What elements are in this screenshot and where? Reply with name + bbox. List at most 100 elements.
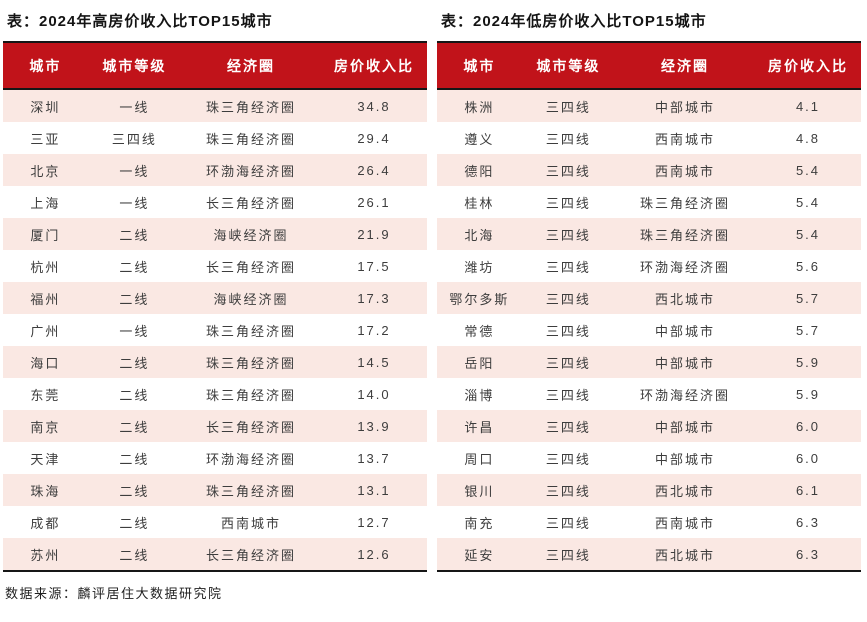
cell-tier: 二线 xyxy=(87,378,182,410)
table-row: 北海 三四线 珠三角经济圈 5.4 xyxy=(437,218,861,250)
cell-economic-circle: 中部城市 xyxy=(615,314,755,346)
table-row: 株洲 三四线 中部城市 4.1 xyxy=(437,89,861,122)
cell-economic-circle: 西南城市 xyxy=(615,154,755,186)
cell-tier: 三四线 xyxy=(521,122,616,154)
cell-economic-circle: 珠三角经济圈 xyxy=(181,122,321,154)
table-row: 苏州 二线 长三角经济圈 12.6 xyxy=(3,538,427,571)
cell-economic-circle: 长三角经济圈 xyxy=(181,186,321,218)
cell-price-income-ratio: 4.1 xyxy=(754,89,861,122)
table-row: 银川 三四线 西北城市 6.1 xyxy=(437,474,861,506)
low-ratio-table: 城市 城市等级 经济圈 房价收入比 株洲 三四线 中部城市 4.1 遵义 三四线 西南城市 4… xyxy=(437,41,861,572)
cell-city: 广州 xyxy=(3,314,88,346)
cell-economic-circle: 中部城市 xyxy=(615,89,755,122)
cell-city: 杭州 xyxy=(3,250,88,282)
cell-tier: 三四线 xyxy=(521,442,616,474)
cell-price-income-ratio: 5.7 xyxy=(754,314,861,346)
col-header-economic-circle: 经济圈 xyxy=(181,42,321,90)
cell-price-income-ratio: 12.7 xyxy=(320,506,427,538)
table-row: 深圳 一线 珠三角经济圈 34.8 xyxy=(3,89,427,122)
cell-city: 延安 xyxy=(437,538,522,571)
low-ratio-table-body: 株洲 三四线 中部城市 4.1 遵义 三四线 西南城市 4.8 德阳 三四线 西南城市 5.4 桂林 三四… xyxy=(437,89,861,571)
cell-economic-circle: 环渤海经济圈 xyxy=(615,378,755,410)
cell-price-income-ratio: 14.5 xyxy=(320,346,427,378)
cell-city: 许昌 xyxy=(437,410,522,442)
cell-price-income-ratio: 13.9 xyxy=(320,410,427,442)
col-header-city: 城市 xyxy=(437,42,522,90)
cell-price-income-ratio: 34.8 xyxy=(320,89,427,122)
cell-tier: 二线 xyxy=(87,346,182,378)
cell-city: 珠海 xyxy=(3,474,88,506)
cell-tier: 三四线 xyxy=(521,154,616,186)
cell-economic-circle: 长三角经济圈 xyxy=(181,250,321,282)
col-header-tier: 城市等级 xyxy=(87,42,182,90)
cell-city: 东莞 xyxy=(3,378,88,410)
table-row: 上海 一线 长三角经济圈 26.1 xyxy=(3,186,427,218)
table-row: 福州 二线 海峡经济圈 17.3 xyxy=(3,282,427,314)
cell-price-income-ratio: 26.1 xyxy=(320,186,427,218)
table-row: 天津 二线 环渤海经济圈 13.7 xyxy=(3,442,427,474)
cell-tier: 三四线 xyxy=(521,538,616,571)
cell-price-income-ratio: 5.9 xyxy=(754,378,861,410)
cell-economic-circle: 中部城市 xyxy=(615,442,755,474)
cell-economic-circle: 珠三角经济圈 xyxy=(615,218,755,250)
high-ratio-table-section: 表：2024年高房价收入比TOP15城市 城市 城市等级 经济圈 房价收入比 深… xyxy=(3,6,427,572)
cell-tier: 三四线 xyxy=(521,250,616,282)
table-row: 三亚 三四线 珠三角经济圈 29.4 xyxy=(3,122,427,154)
cell-economic-circle: 环渤海经济圈 xyxy=(615,250,755,282)
low-ratio-table-title: 表：2024年低房价收入比TOP15城市 xyxy=(441,13,707,30)
table-row: 周口 三四线 中部城市 6.0 xyxy=(437,442,861,474)
cell-economic-circle: 西南城市 xyxy=(181,506,321,538)
cell-price-income-ratio: 17.2 xyxy=(320,314,427,346)
cell-economic-circle: 西北城市 xyxy=(615,538,755,571)
high-ratio-table-body: 深圳 一线 珠三角经济圈 34.8 三亚 三四线 珠三角经济圈 29.4 北京 一线 环渤海经济圈 2… xyxy=(3,89,427,571)
cell-tier: 三四线 xyxy=(521,89,616,122)
cell-tier: 一线 xyxy=(87,186,182,218)
cell-city: 北海 xyxy=(437,218,522,250)
cell-city: 遵义 xyxy=(437,122,522,154)
cell-city: 银川 xyxy=(437,474,522,506)
table-row: 潍坊 三四线 环渤海经济圈 5.6 xyxy=(437,250,861,282)
cell-tier: 二线 xyxy=(87,506,182,538)
cell-city: 岳阳 xyxy=(437,346,522,378)
low-ratio-table-section: 表：2024年低房价收入比TOP15城市 城市 城市等级 经济圈 房价收入比 株… xyxy=(437,6,861,572)
cell-price-income-ratio: 4.8 xyxy=(754,122,861,154)
cell-price-income-ratio: 6.0 xyxy=(754,410,861,442)
table-row: 南京 二线 长三角经济圈 13.9 xyxy=(3,410,427,442)
cell-city: 常德 xyxy=(437,314,522,346)
cell-city: 周口 xyxy=(437,442,522,474)
cell-tier: 三四线 xyxy=(521,186,616,218)
table-row: 常德 三四线 中部城市 5.7 xyxy=(437,314,861,346)
table-row: 南充 三四线 西南城市 6.3 xyxy=(437,506,861,538)
cell-tier: 三四线 xyxy=(521,378,616,410)
cell-price-income-ratio: 6.3 xyxy=(754,538,861,571)
cell-city: 鄂尔多斯 xyxy=(437,282,522,314)
table-row: 海口 二线 珠三角经济圈 14.5 xyxy=(3,346,427,378)
report-figure: 表：2024年高房价收入比TOP15城市 城市 城市等级 经济圈 房价收入比 深… xyxy=(3,6,861,601)
cell-economic-circle: 珠三角经济圈 xyxy=(181,314,321,346)
cell-economic-circle: 珠三角经济圈 xyxy=(181,474,321,506)
cell-economic-circle: 海峡经济圈 xyxy=(181,282,321,314)
high-ratio-table-title: 表：2024年高房价收入比TOP15城市 xyxy=(7,13,273,30)
table-row: 延安 三四线 西北城市 6.3 xyxy=(437,538,861,571)
cell-tier: 三四线 xyxy=(521,282,616,314)
cell-price-income-ratio: 6.1 xyxy=(754,474,861,506)
cell-price-income-ratio: 12.6 xyxy=(320,538,427,571)
cell-price-income-ratio: 5.4 xyxy=(754,154,861,186)
cell-economic-circle: 中部城市 xyxy=(615,410,755,442)
cell-economic-circle: 珠三角经济圈 xyxy=(181,346,321,378)
cell-price-income-ratio: 5.4 xyxy=(754,186,861,218)
cell-economic-circle: 西南城市 xyxy=(615,506,755,538)
cell-price-income-ratio: 29.4 xyxy=(320,122,427,154)
cell-economic-circle: 长三角经济圈 xyxy=(181,538,321,571)
table-row: 淄博 三四线 环渤海经济圈 5.9 xyxy=(437,378,861,410)
cell-tier: 一线 xyxy=(87,89,182,122)
cell-economic-circle: 海峡经济圈 xyxy=(181,218,321,250)
cell-tier: 三四线 xyxy=(87,122,182,154)
cell-city: 北京 xyxy=(3,154,88,186)
cell-price-income-ratio: 5.6 xyxy=(754,250,861,282)
cell-tier: 二线 xyxy=(87,474,182,506)
cell-price-income-ratio: 14.0 xyxy=(320,378,427,410)
cell-city: 淄博 xyxy=(437,378,522,410)
cell-price-income-ratio: 17.5 xyxy=(320,250,427,282)
col-header-city: 城市 xyxy=(3,42,88,90)
